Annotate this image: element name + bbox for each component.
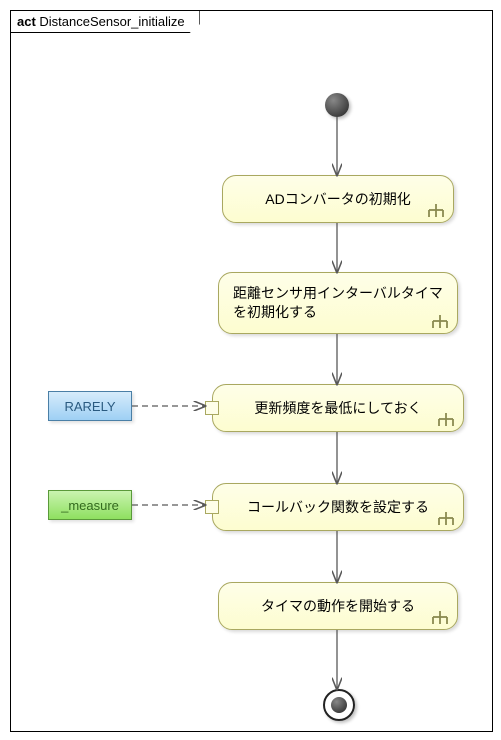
activity-label: タイマの動作を開始する [261,596,415,616]
activity-label: 距離センサ用インターバルタイマを初期化する [229,284,447,322]
final-node [323,689,355,721]
activity-a5: タイマの動作を開始する [218,582,458,630]
param-label: _measure [61,498,119,513]
activity-a3: 更新頻度を最低にしておく [212,384,464,432]
param-p2: _measure [48,490,132,520]
frame-label: act DistanceSensor_initialize [11,11,200,33]
param-label: RARELY [64,399,115,414]
activity-label: 更新頻度を最低にしておく [254,398,421,418]
param-p1: RARELY [48,391,132,421]
pin-p2 [205,500,219,514]
activity-a2: 距離センサ用インターバルタイマを初期化する [218,272,458,334]
activity-label: ADコンバータの初期化 [265,189,410,209]
frame-label-prefix: act [17,14,36,29]
activity-label: コールバック関数を設定する [247,497,429,517]
activity-a4: コールバック関数を設定する [212,483,464,531]
final-node-inner [331,697,347,713]
pin-p1 [205,401,219,415]
frame-label-name: DistanceSensor_initialize [36,14,185,29]
initial-node [325,93,349,117]
activity-a1: ADコンバータの初期化 [222,175,454,223]
